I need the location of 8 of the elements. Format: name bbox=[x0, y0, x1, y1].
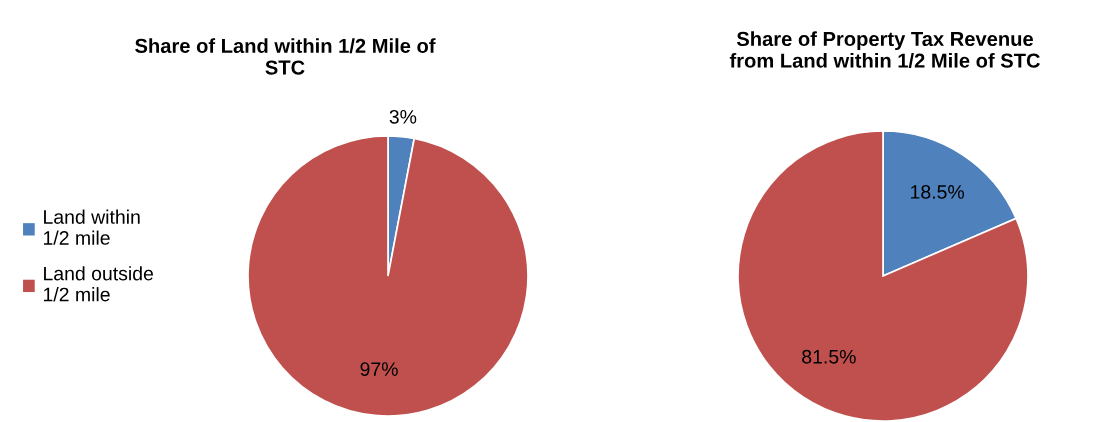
data-label: 81.5% bbox=[802, 349, 856, 364]
chart-title: Share of Land within 1/2 Mile of STC bbox=[135, 38, 436, 75]
data-label: 18.5% bbox=[911, 185, 965, 199]
chart-title: Share of Property Tax Revenue from Land within 1/2 Mile of STC bbox=[729, 31, 1040, 68]
data-label: 97% bbox=[360, 362, 398, 376]
data-label: 3% bbox=[389, 109, 417, 124]
legend-label: Land within 1/2 mile bbox=[43, 209, 140, 245]
legend-label: Land outside 1/2 mile bbox=[43, 266, 153, 302]
